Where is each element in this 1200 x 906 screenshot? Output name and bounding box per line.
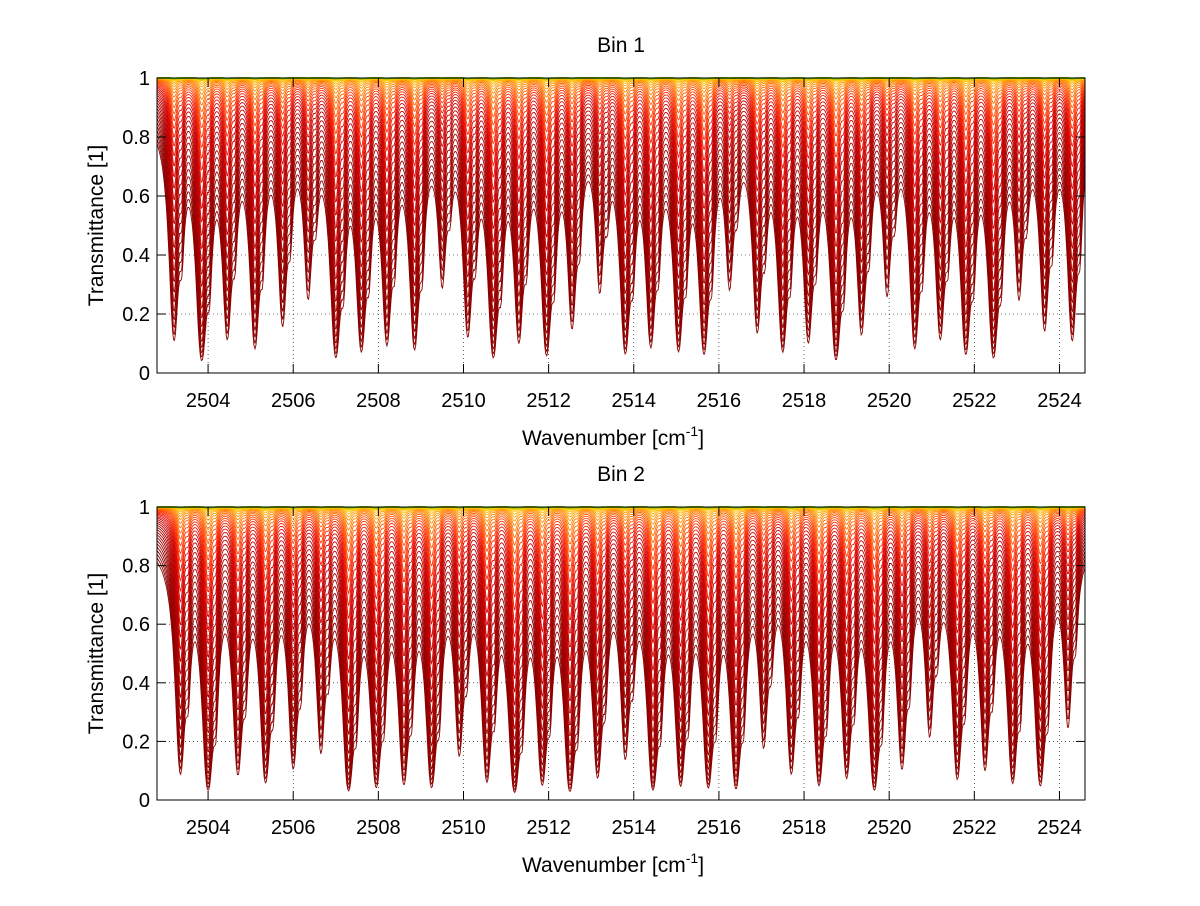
series-line (157, 519, 1085, 666)
series-line (157, 514, 1085, 624)
series-line (157, 531, 1085, 740)
series-line (157, 89, 1085, 197)
series-group (157, 506, 1085, 794)
series-line (157, 507, 1085, 527)
series-line (157, 79, 1085, 100)
series-line (157, 512, 1085, 598)
series-line (157, 79, 1085, 106)
y-tick-label: 0.4 (122, 245, 150, 267)
series-line (157, 534, 1085, 750)
y-axis-label: Transmittance [1] (85, 573, 108, 734)
y-tick-label: 0.6 (122, 614, 150, 636)
series-line (157, 108, 1085, 299)
x-tick-label: 2510 (441, 390, 486, 412)
series-line (157, 111, 1085, 310)
x-axis-label: Wavenumber [cm-1] (522, 850, 704, 877)
x-axis-label: Wavenumber [cm-1] (522, 423, 704, 450)
series-line (157, 517, 1085, 652)
y-tick-label: 0.8 (122, 556, 150, 578)
y-tick-label: 1 (139, 497, 150, 519)
series-line (157, 99, 1085, 263)
axes-box (156, 506, 1086, 801)
x-tick-label: 2522 (952, 390, 997, 412)
y-tick-label: 1 (139, 68, 150, 90)
y-tick-label: 0.4 (122, 673, 150, 695)
series-line (157, 513, 1085, 611)
series-line (157, 550, 1085, 785)
y-tick-label: 0.2 (122, 304, 150, 326)
series-line (157, 508, 1085, 547)
x-tick-label: 2504 (186, 390, 231, 412)
y-tick-label: 0 (139, 363, 150, 385)
x-tick-label: 2518 (782, 817, 827, 839)
x-tick-label: 2514 (612, 390, 657, 412)
x-tick-label: 2516 (697, 817, 742, 839)
series-line (157, 86, 1085, 171)
series-line (157, 78, 1085, 88)
series-line (157, 520, 1085, 679)
series-line (157, 543, 1085, 775)
series-line (157, 84, 1085, 159)
series-line (157, 537, 1085, 759)
y-tick-label: 0.2 (122, 731, 150, 753)
series-line (157, 540, 1085, 766)
series-line (157, 105, 1085, 288)
series-group (157, 77, 1085, 362)
series-line (157, 516, 1085, 638)
y-tick-label: 0 (139, 790, 150, 812)
series-line (157, 97, 1085, 250)
series-line (157, 83, 1085, 148)
x-tick-label: 2522 (952, 817, 997, 839)
series-line (157, 92, 1085, 223)
series-line (157, 91, 1085, 210)
series-line (157, 522, 1085, 693)
y-axis-label: Transmittance [1] (85, 145, 108, 306)
series-line (157, 82, 1085, 138)
chart-title: Bin 2 (597, 463, 645, 486)
axes-1: 2504 2506 2508 2510 2512 2514 2516 2518 2520 2522… (85, 34, 1086, 450)
x-tick-label: 2506 (271, 390, 316, 412)
x-tick-label: 2514 (612, 817, 657, 839)
x-tick-label: 2524 (1037, 390, 1082, 412)
series-line (157, 527, 1085, 718)
x-tick-label: 2520 (867, 817, 912, 839)
x-tick-label: 2508 (356, 817, 401, 839)
x-tick-label: 2508 (356, 390, 401, 412)
x-tick-label: 2524 (1037, 817, 1082, 839)
series-line (157, 509, 1085, 555)
x-tick-label: 2504 (186, 817, 231, 839)
series-line (157, 529, 1085, 730)
x-tick-label: 2510 (441, 817, 486, 839)
chart-title: Bin 1 (597, 34, 645, 57)
x-tick-label: 2516 (697, 390, 742, 412)
series-line (157, 87, 1085, 184)
series-line (157, 81, 1085, 129)
x-tick-label: 2506 (271, 817, 316, 839)
series-line (157, 510, 1085, 565)
axes-box (156, 77, 1086, 374)
series-line (157, 510, 1085, 576)
x-tick-label: 2512 (526, 817, 571, 839)
series-line (157, 80, 1085, 112)
series-line (157, 78, 1085, 95)
x-tick-label: 2512 (526, 390, 571, 412)
series-line (157, 507, 1085, 522)
y-tick-label: 0.6 (122, 186, 150, 208)
series-line (157, 511, 1085, 587)
series-line (157, 102, 1085, 276)
series-line (157, 524, 1085, 706)
y-tick-label: 0.8 (122, 127, 150, 149)
series-line (157, 507, 1085, 532)
series-line (157, 81, 1085, 120)
series-line (157, 95, 1085, 237)
series-line (157, 546, 1085, 780)
series-line (157, 508, 1085, 539)
x-tick-label: 2518 (782, 390, 827, 412)
series-line (157, 78, 1085, 91)
x-tick-label: 2520 (867, 390, 912, 412)
axes-2: 2504 2506 2508 2510 2512 2514 2516 2518 2520 2522… (85, 463, 1086, 877)
